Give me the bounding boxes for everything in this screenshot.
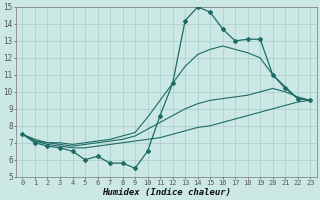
X-axis label: Humidex (Indice chaleur): Humidex (Indice chaleur) bbox=[102, 188, 231, 197]
